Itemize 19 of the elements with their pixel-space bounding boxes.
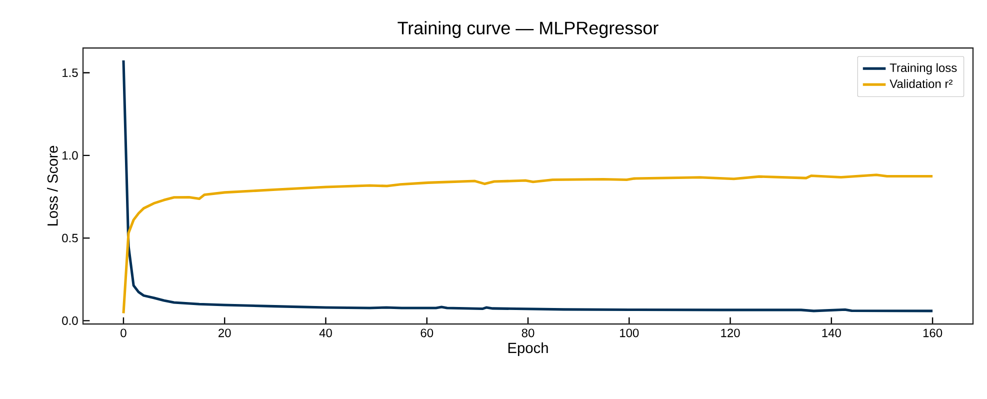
chart-title: Training curve — MLPRegressor <box>398 21 658 38</box>
x-tick-label: 160 <box>923 328 942 338</box>
x-tick-label: 120 <box>721 328 740 338</box>
y-tick-label: 0.5 <box>62 234 78 242</box>
y-tick-label: 1.5 <box>62 68 78 77</box>
legend-label: Validation r² <box>890 79 952 88</box>
y-tick-label: 0.0 <box>62 316 78 325</box>
line-series <box>122 174 934 315</box>
x-tick-label: 80 <box>522 328 534 338</box>
x-tick-label: 60 <box>420 328 434 338</box>
x-tick-label: 100 <box>620 328 639 338</box>
x-tick-label: 0 <box>120 328 126 338</box>
x-axis-title: Epoch <box>508 342 548 356</box>
y-axis-title: Loss / Score <box>47 146 58 226</box>
x-tick-label: 140 <box>822 328 841 338</box>
x-tick-label: 20 <box>218 328 231 338</box>
y-tick-label: 1.0 <box>62 151 78 160</box>
legend-label: Training loss <box>890 63 957 74</box>
x-tick-label: 40 <box>319 328 332 338</box>
